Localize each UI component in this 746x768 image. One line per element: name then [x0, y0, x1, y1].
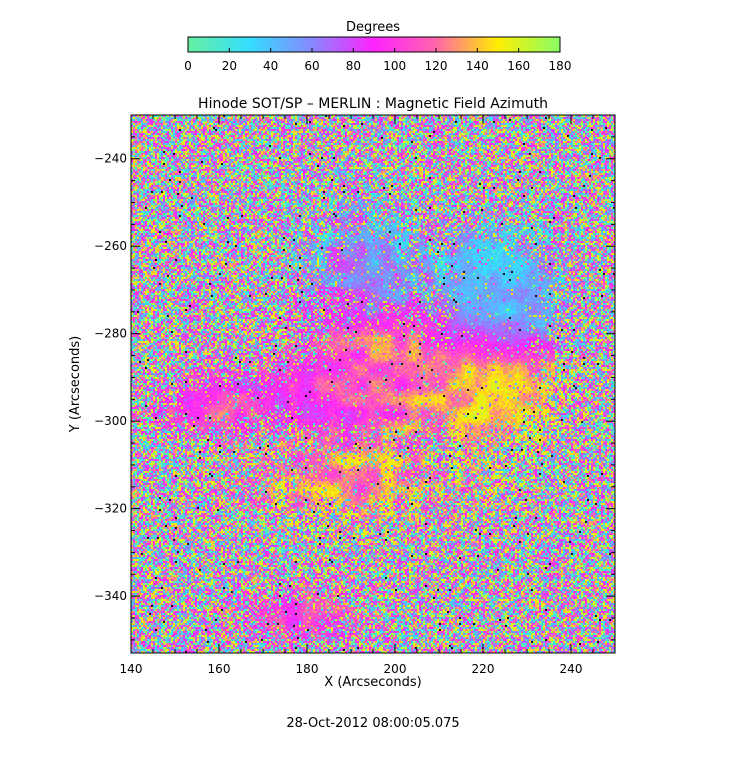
colorbar-tick-label: 120	[425, 59, 448, 73]
colorbar-tick-label: 80	[346, 59, 361, 73]
x-tick-label: 220	[472, 662, 495, 676]
colorbar-tick-label: 180	[549, 59, 572, 73]
plot-frame	[130, 114, 616, 654]
y-axis-label: Y (Arcseconds)	[68, 336, 83, 433]
colorbar-tick-label: 0	[184, 59, 192, 73]
x-tick-label: 180	[296, 662, 319, 676]
colorbar-tick-label: 40	[263, 59, 278, 73]
x-axis-label: X (Arcseconds)	[324, 675, 421, 690]
date-label: 28-Oct-2012 08:00:05.075	[286, 716, 459, 731]
colorbar-tick-label: 60	[304, 59, 319, 73]
y-tick-label: −340	[94, 589, 127, 603]
colorbar-title: Degrees	[346, 20, 400, 35]
colorbar-tick-label: 100	[383, 59, 406, 73]
y-axis: −240 −260 −280 −300 −320 −340	[94, 114, 615, 641]
azimuth-map	[131, 115, 615, 653]
y-tick-label: −280	[94, 327, 127, 341]
y-tick-label: −300	[94, 414, 127, 428]
x-tick-label: 240	[560, 662, 583, 676]
colorbar-tick-label: 160	[507, 59, 530, 73]
x-tick-label: 140	[120, 662, 143, 676]
x-tick-label: 160	[208, 662, 231, 676]
colorbar-ticks: 0 20 40 60 80 100 120 140 160 180	[184, 48, 571, 73]
x-tick-label: 200	[384, 662, 407, 676]
colorbar-tick-label: 20	[222, 59, 237, 73]
y-tick-label: −320	[94, 502, 127, 516]
colorbar	[187, 36, 561, 53]
y-tick-label: −240	[94, 152, 127, 166]
colorbar-tick-label: 140	[466, 59, 489, 73]
chart-title: Hinode SOT/SP – MERLIN : Magnetic Field …	[198, 96, 548, 112]
y-tick-label: −260	[94, 239, 127, 253]
x-axis: 140 160 180 200 220 240	[120, 115, 616, 676]
